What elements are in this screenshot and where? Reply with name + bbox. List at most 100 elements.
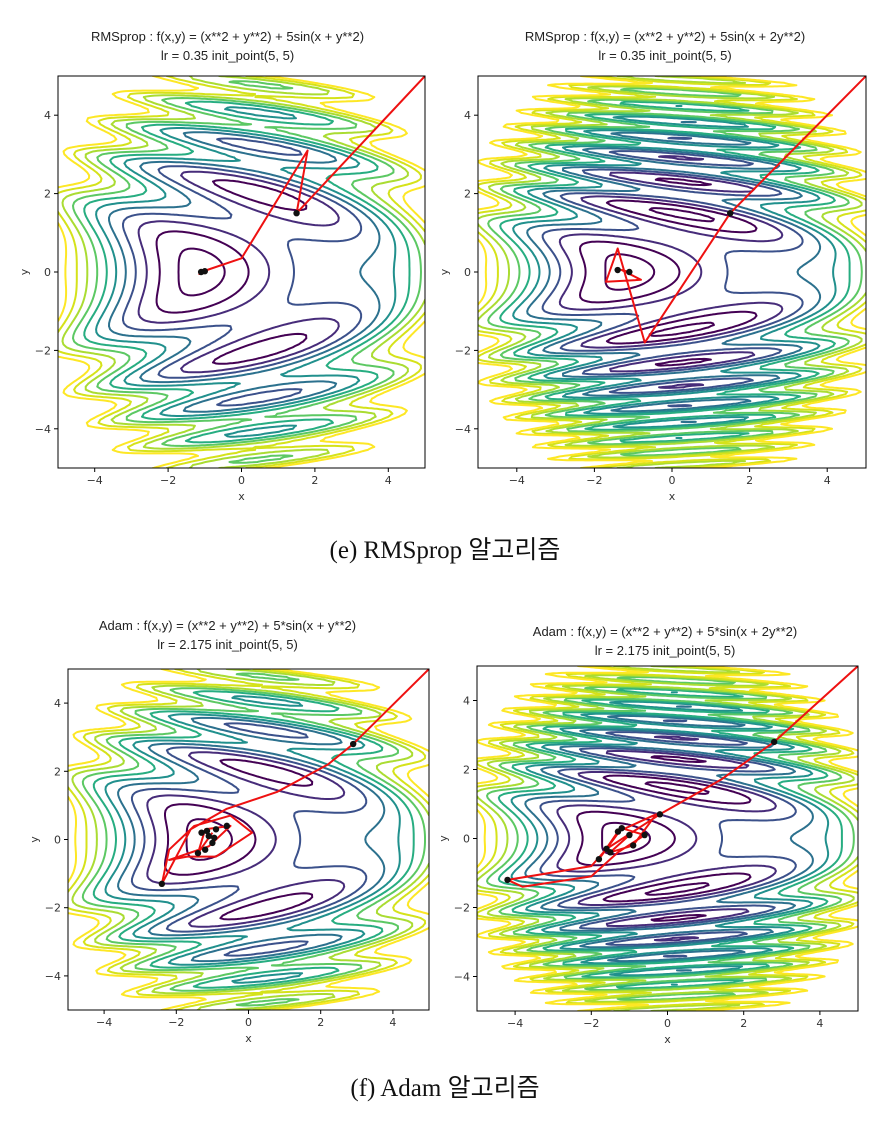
iterate-marker: [630, 842, 637, 849]
contour-level-13: [104, 695, 401, 984]
x-tick-label: −4: [509, 474, 525, 487]
y-tick-label: 4: [44, 109, 51, 122]
y-tick-label: 2: [54, 765, 61, 778]
contour-level-10: [108, 131, 381, 413]
x-tick-label: 2: [311, 474, 318, 487]
y-axis-label: y: [28, 836, 41, 843]
x-tick-label: −4: [96, 1016, 112, 1029]
optimizer-path: [506, 666, 858, 888]
contour-level-1: [579, 177, 758, 367]
x-tick-label: 2: [740, 1017, 747, 1030]
iterate-marker: [223, 822, 231, 830]
chart-title-line1: Adam : f(x,y) = (x**2 + y**2) + 5*sin(x …: [98, 618, 357, 633]
iterate-marker: [205, 832, 212, 840]
contour-level-7: [541, 136, 804, 408]
chart-panel-rmsprop-1: RMSprop : f(x,y) = (x**2 + y**2) + 5sin(…: [10, 20, 445, 525]
chart-title-line1: Adam : f(x,y) = (x**2 + y**2) + 5*sin(x …: [532, 624, 798, 639]
caption-e: (e) RMSprop 알고리즘: [329, 537, 561, 564]
iterate-marker: [770, 738, 778, 746]
iterate-marker: [158, 880, 166, 888]
contour-level-10: [117, 716, 386, 963]
contour-level-19: [72, 80, 422, 464]
x-tick-label: 0: [664, 1017, 671, 1030]
y-tick-label: 4: [54, 697, 61, 710]
x-tick-label: 0: [238, 474, 245, 487]
y-tick-label: 2: [464, 188, 471, 201]
contour-level-13: [510, 691, 830, 986]
y-tick-label: 4: [463, 695, 470, 708]
iterate-marker: [626, 831, 633, 839]
y-tick-label: −4: [455, 423, 471, 436]
y-axis-label: y: [437, 835, 450, 842]
x-axis-label: x: [664, 1033, 671, 1046]
x-tick-label: 4: [816, 1017, 823, 1030]
y-tick-label: 2: [44, 188, 51, 201]
y-tick-label: −4: [45, 970, 61, 983]
iterate-marker: [209, 839, 216, 847]
contour-level-16: [499, 100, 851, 444]
y-tick-label: −2: [454, 902, 470, 915]
iterate-marker: [211, 834, 218, 841]
contour-level-19: [486, 676, 855, 1001]
chart-panel-rmsprop-2: RMSprop : f(x,y) = (x**2 + y**2) + 5sin(…: [438, 20, 885, 525]
iterate-marker: [201, 268, 208, 275]
x-tick-label: −2: [160, 474, 176, 487]
y-tick-label: −4: [454, 971, 470, 984]
iterate-marker: [293, 210, 300, 217]
contour-level-13: [512, 105, 837, 439]
optimizer-path: [160, 669, 429, 885]
chart-title-line1: RMSprop : f(x,y) = (x**2 + y**2) + 5sin(…: [90, 29, 365, 44]
optimizer-path: [605, 76, 866, 344]
iterate-marker: [614, 266, 621, 274]
contour-level-7: [122, 137, 363, 407]
y-tick-label: −2: [45, 902, 61, 915]
contour-plot: −4 −2 0 2 4 −4 −2 0 2 4 x y: [438, 75, 867, 503]
iterate-marker: [656, 811, 664, 818]
iterate-marker: [201, 846, 209, 853]
contour-plot: −4 −2 0 2 4 −4 −2 0 2 4 x y: [18, 75, 426, 503]
y-tick-label: 0: [463, 833, 470, 846]
iterate-marker: [626, 268, 633, 276]
y-axis-label: y: [438, 268, 451, 275]
contour-level-1: [576, 755, 752, 922]
iterate-marker: [198, 829, 205, 836]
contour-lines: [68, 669, 429, 1010]
contour-level-1: [155, 179, 308, 365]
iterate-marker: [641, 831, 648, 839]
y-axis-label: y: [18, 268, 31, 275]
y-tick-label: 4: [464, 109, 471, 122]
contour-level-4: [146, 751, 346, 928]
y-tick-label: −4: [35, 423, 51, 436]
x-tick-label: 2: [746, 474, 753, 487]
contour-level--2: [177, 247, 226, 297]
chart-panel-adam-2: Adam : f(x,y) = (x**2 + y**2) + 5*sin(x …: [437, 605, 885, 1055]
contour-level-4: [558, 155, 784, 389]
chart-panel-adam-1: Adam : f(x,y) = (x**2 + y**2) + 5*sin(x …: [10, 605, 445, 1055]
contour-level-4: [137, 170, 340, 374]
contour-level-19: [81, 672, 426, 1007]
x-tick-label: −2: [583, 1017, 599, 1030]
x-tick-label: 4: [824, 474, 831, 487]
chart-title-line1: RMSprop : f(x,y) = (x**2 + y**2) + 5sin(…: [524, 29, 806, 44]
iterate-marker: [607, 849, 614, 856]
x-axis-label: x: [669, 490, 676, 503]
iterate-marker: [504, 876, 511, 884]
x-tick-label: −4: [87, 474, 103, 487]
iterate-marker: [212, 826, 220, 833]
x-tick-label: 0: [245, 1016, 252, 1029]
iterate-marker: [727, 210, 734, 217]
iterate-marker: [349, 740, 357, 748]
contour-level-10: [526, 120, 822, 424]
y-tick-label: 0: [54, 834, 61, 847]
x-tick-label: −2: [168, 1016, 184, 1029]
x-tick-label: 4: [385, 474, 392, 487]
contour-level-16: [497, 687, 843, 990]
x-tick-label: −4: [507, 1017, 523, 1030]
x-tick-label: 4: [389, 1016, 396, 1029]
y-tick-label: 0: [44, 266, 51, 279]
contour-level-7: [130, 722, 368, 957]
y-tick-label: −2: [455, 344, 471, 357]
x-tick-label: 0: [669, 474, 676, 487]
contour-level-19: [487, 87, 863, 457]
contour-level-16: [83, 100, 411, 444]
